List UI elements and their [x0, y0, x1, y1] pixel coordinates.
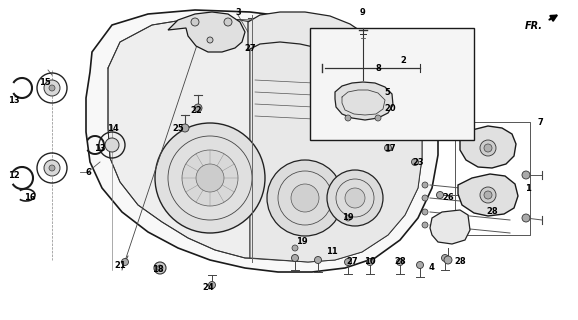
Text: 9: 9	[360, 7, 366, 17]
Circle shape	[291, 184, 319, 212]
Text: 14: 14	[107, 124, 119, 132]
Text: 28: 28	[394, 258, 406, 267]
Circle shape	[345, 188, 365, 208]
Text: 8: 8	[375, 63, 381, 73]
Text: 20: 20	[384, 103, 396, 113]
Polygon shape	[250, 22, 422, 262]
Text: 4: 4	[429, 263, 435, 273]
Circle shape	[181, 124, 189, 132]
Text: FR.: FR.	[525, 21, 543, 31]
Text: 3: 3	[235, 7, 241, 17]
Circle shape	[121, 259, 128, 266]
Text: 26: 26	[442, 194, 454, 203]
Circle shape	[375, 115, 381, 121]
Circle shape	[209, 282, 216, 289]
Circle shape	[44, 160, 60, 176]
Circle shape	[422, 222, 428, 228]
Text: 18: 18	[152, 266, 164, 275]
Circle shape	[522, 171, 530, 179]
Text: 21: 21	[114, 260, 126, 269]
Text: 6: 6	[85, 167, 91, 177]
Text: 24: 24	[202, 284, 214, 292]
Circle shape	[154, 262, 166, 274]
Circle shape	[191, 18, 199, 26]
Text: 16: 16	[24, 194, 36, 203]
Circle shape	[480, 140, 496, 156]
Circle shape	[484, 144, 492, 152]
Text: 22: 22	[190, 106, 202, 115]
Circle shape	[44, 80, 60, 96]
Circle shape	[484, 191, 492, 199]
Text: 19: 19	[342, 213, 354, 222]
Polygon shape	[458, 174, 518, 216]
Text: 5: 5	[384, 87, 390, 97]
Circle shape	[384, 145, 391, 151]
Polygon shape	[460, 126, 516, 168]
Polygon shape	[168, 12, 245, 52]
Polygon shape	[248, 12, 380, 65]
Text: 25: 25	[172, 124, 184, 132]
Circle shape	[397, 259, 403, 266]
Circle shape	[182, 150, 238, 206]
Polygon shape	[86, 10, 438, 272]
Circle shape	[422, 209, 428, 215]
Text: 7: 7	[537, 117, 543, 126]
Circle shape	[422, 182, 428, 188]
Circle shape	[417, 261, 424, 268]
Circle shape	[444, 256, 452, 264]
Circle shape	[345, 115, 351, 121]
Circle shape	[267, 160, 343, 236]
Text: 12: 12	[8, 171, 20, 180]
Circle shape	[345, 215, 351, 221]
Text: 11: 11	[326, 247, 338, 257]
Circle shape	[522, 214, 530, 222]
Text: 27: 27	[244, 44, 256, 52]
Text: 17: 17	[384, 143, 396, 153]
Bar	[310, 28, 474, 140]
Circle shape	[344, 259, 351, 266]
Text: 28: 28	[454, 258, 466, 267]
Circle shape	[314, 257, 321, 263]
Text: 13: 13	[94, 143, 106, 153]
Circle shape	[422, 195, 428, 201]
Circle shape	[49, 165, 55, 171]
Text: 23: 23	[412, 157, 424, 166]
Circle shape	[157, 265, 163, 271]
Circle shape	[442, 254, 449, 261]
Circle shape	[155, 123, 265, 233]
Circle shape	[327, 170, 383, 226]
Text: 28: 28	[486, 207, 498, 217]
Circle shape	[436, 191, 443, 198]
Text: 19: 19	[296, 237, 308, 246]
Circle shape	[196, 164, 224, 192]
Circle shape	[105, 138, 119, 152]
Circle shape	[207, 37, 213, 43]
Text: 27: 27	[346, 258, 358, 267]
Circle shape	[224, 18, 232, 26]
Circle shape	[366, 259, 373, 266]
Text: 10: 10	[364, 258, 376, 267]
Circle shape	[291, 254, 298, 261]
Circle shape	[292, 245, 298, 251]
Text: 1: 1	[525, 183, 531, 193]
Text: 15: 15	[39, 77, 51, 86]
Circle shape	[194, 104, 202, 112]
Circle shape	[49, 85, 55, 91]
Circle shape	[412, 158, 418, 165]
Polygon shape	[108, 18, 250, 258]
Text: 13: 13	[8, 95, 20, 105]
Circle shape	[480, 187, 496, 203]
Polygon shape	[335, 82, 393, 120]
Polygon shape	[430, 210, 470, 244]
Text: 2: 2	[400, 55, 406, 65]
